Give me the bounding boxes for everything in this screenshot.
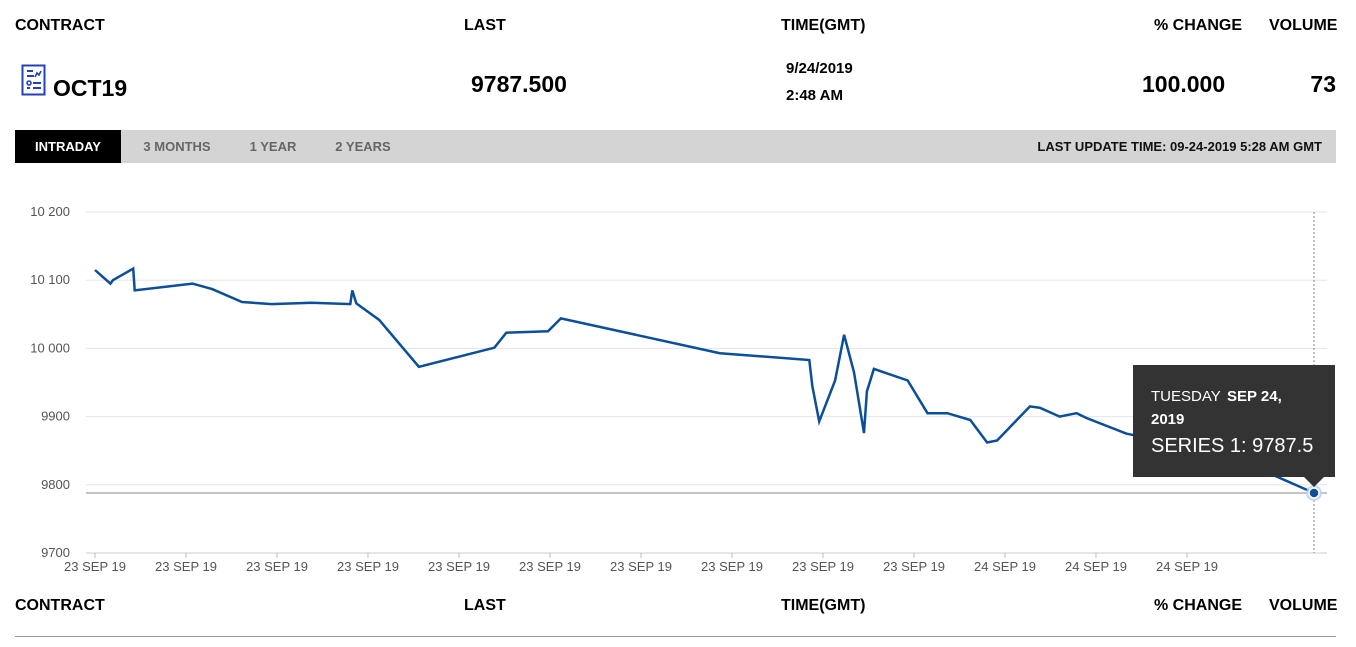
- last-price: 9787.500: [471, 71, 567, 97]
- x-tick-label: 23 SEP 19: [155, 559, 217, 574]
- tab-intraday[interactable]: INTRADAY: [15, 130, 121, 163]
- y-tick-label: 9700: [41, 545, 70, 560]
- footer-header-pct-change: % CHANGE: [1154, 597, 1243, 614]
- document-chart-icon[interactable]: [21, 64, 46, 96]
- footer-header-last: LAST: [464, 597, 506, 614]
- y-tick-label: 10 000: [30, 340, 70, 355]
- x-tick-label: 24 SEP 19: [1156, 559, 1218, 574]
- intraday-price-chart[interactable]: 10 200 10 100 10 000 9900 9800 9700 23 SEP 19…: [0, 170, 1356, 590]
- volume-value: 73: [1310, 71, 1336, 97]
- column-header-pct-change: % CHANGE: [1154, 17, 1243, 34]
- tab-1-year[interactable]: 1 YEAR: [249, 139, 297, 154]
- last-update-time: LAST UPDATE TIME: 09-24-2019 5:28 AM GMT: [1037, 139, 1322, 154]
- pct-change-value: 100.000: [1142, 71, 1226, 97]
- chart-gridlines: [86, 211, 1327, 554]
- x-tick-label: 23 SEP 19: [519, 559, 581, 574]
- table-divider: [15, 636, 1336, 637]
- x-tick-label: 23 SEP 19: [610, 559, 672, 574]
- column-header-time: TIME(GMT): [781, 17, 866, 34]
- column-header-contract: CONTRACT: [15, 17, 105, 34]
- x-tick-label: 23 SEP 19: [792, 559, 854, 574]
- x-tick-label: 23 SEP 19: [701, 559, 763, 574]
- series-1-line: [94, 266, 1315, 495]
- y-tick-label: 9900: [41, 409, 70, 424]
- range-tab-bar: INTRADAY 3 MONTHS 1 YEAR 2 YEARS LAST UP…: [15, 130, 1336, 163]
- column-header-volume: VOLUME: [1269, 17, 1338, 34]
- x-tick-label: 23 SEP 19: [246, 559, 308, 574]
- tab-3-months[interactable]: 3 MONTHS: [143, 139, 211, 154]
- x-tick-label: 23 SEP 19: [64, 559, 126, 574]
- x-tick-label: 23 SEP 19: [883, 559, 945, 574]
- tab-2-years[interactable]: 2 YEARS: [335, 139, 391, 154]
- x-tick-label: 24 SEP 19: [1065, 559, 1127, 574]
- x-tick-label: 23 SEP 19: [337, 559, 399, 574]
- tooltip-day: TUESDAY: [1151, 388, 1221, 405]
- hover-point: [1308, 487, 1320, 499]
- tooltip-series-value: SERIES 1: 9787.5: [1151, 435, 1313, 457]
- x-axis-tick-labels: 23 SEP 19 23 SEP 19 23 SEP 19 23 SEP 19 23 S…: [64, 553, 1218, 574]
- trade-date: 9/24/2019: [786, 60, 853, 77]
- y-axis-tick-labels: 10 200 10 100 10 000 9900 9800 9700: [30, 204, 70, 560]
- contract-name[interactable]: OCT19: [53, 75, 128, 101]
- tooltip-box: [1133, 365, 1335, 487]
- tooltip: TUESDAY SEP 24, 2019 SERIES 1: 9787.5: [1133, 365, 1335, 487]
- x-tick-label: 23 SEP 19: [428, 559, 490, 574]
- tooltip-date: SEP 24,: [1227, 388, 1282, 405]
- y-tick-label: 10 100: [30, 272, 70, 287]
- footer-header-contract: CONTRACT: [15, 597, 105, 614]
- footer-header-time: TIME(GMT): [781, 597, 866, 614]
- x-tick-label: 24 SEP 19: [974, 559, 1036, 574]
- y-tick-label: 9800: [41, 477, 70, 492]
- trade-time: 2:48 AM: [786, 87, 843, 104]
- y-tick-label: 10 200: [30, 204, 70, 219]
- footer-header-volume: VOLUME: [1269, 597, 1338, 614]
- tooltip-year: 2019: [1151, 411, 1184, 428]
- column-header-last: LAST: [464, 17, 506, 34]
